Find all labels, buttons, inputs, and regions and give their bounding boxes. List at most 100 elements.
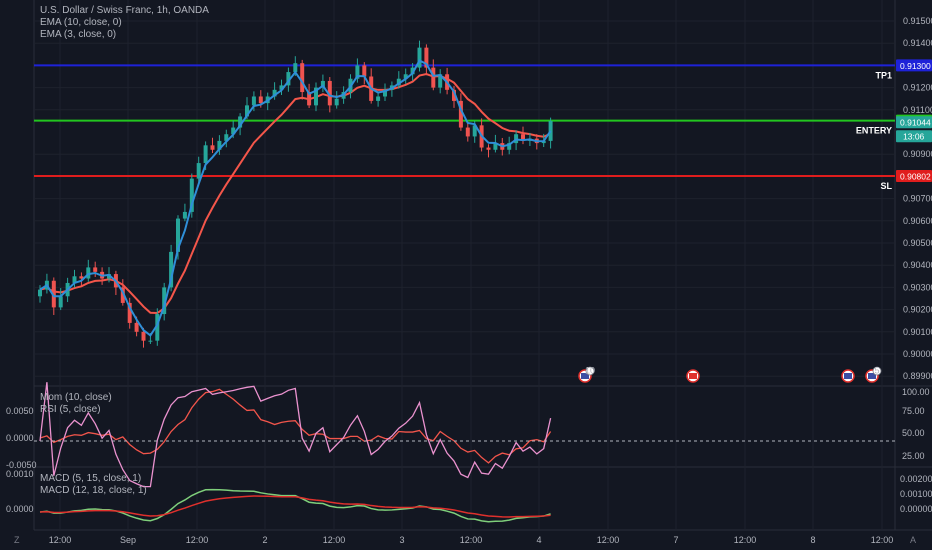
candle-body bbox=[431, 67, 436, 88]
mom-axis-label: -0.0050 bbox=[6, 460, 37, 470]
candle-body bbox=[258, 96, 263, 104]
time-tick-label: Sep bbox=[120, 535, 136, 545]
time-axis[interactable]: 12:00 Sep 12:00 2 12:00 3 12:00 4 12:00 7 12:00 8 12… bbox=[49, 535, 894, 545]
macd-fast-path bbox=[39, 488, 551, 523]
candle-body bbox=[355, 65, 360, 79]
candle-body bbox=[410, 67, 415, 75]
flag-fill bbox=[844, 373, 852, 379]
candle-body bbox=[51, 280, 56, 308]
mom-legend[interactable]: Mom (10, close) bbox=[40, 392, 112, 403]
countdown-value: 13:06 bbox=[903, 132, 925, 142]
candle-body bbox=[231, 127, 236, 135]
candle-body bbox=[189, 178, 194, 212]
rsi-axis-label: 75.00 bbox=[902, 406, 925, 416]
candle-body bbox=[141, 331, 146, 341]
candle-body bbox=[93, 267, 98, 272]
candle-body bbox=[438, 74, 443, 88]
time-tick-label: 4 bbox=[536, 535, 541, 545]
candle-body bbox=[217, 140, 222, 150]
event-us-flag-icon[interactable] bbox=[841, 369, 855, 383]
time-tick-label: 12:00 bbox=[871, 535, 894, 545]
candle-body bbox=[120, 287, 125, 303]
macd-right-axis-label: 0.00100 bbox=[900, 489, 932, 499]
macd-right-axis-label: 0.00000 bbox=[900, 504, 932, 514]
candle-body bbox=[107, 274, 111, 279]
level-label-tp1: TP1 bbox=[875, 70, 892, 80]
candle-body bbox=[424, 47, 429, 68]
macd-right-axis-label: 0.00200 bbox=[900, 474, 932, 484]
time-tick-label: 12:00 bbox=[49, 535, 72, 545]
candle-body bbox=[320, 80, 325, 88]
current-price-tag bbox=[896, 116, 932, 129]
symbol-title[interactable]: U.S. Dollar / Swiss Franc, 1h, OANDA bbox=[40, 5, 209, 16]
candle-body bbox=[176, 218, 180, 252]
ema10-line bbox=[39, 73, 551, 315]
candle-body bbox=[72, 276, 77, 283]
candle-body bbox=[196, 163, 201, 179]
flag-fill bbox=[689, 373, 697, 379]
macd-slow-path bbox=[39, 495, 551, 518]
candle-body bbox=[458, 100, 463, 128]
candle-body bbox=[162, 287, 167, 315]
event-badge-count: 10 bbox=[585, 366, 595, 376]
candle-body bbox=[169, 251, 174, 288]
momentum-path bbox=[39, 388, 552, 464]
candle-body bbox=[38, 289, 42, 297]
event-us-flag-icon[interactable]: 10 bbox=[578, 366, 595, 383]
mom-axis-label: 0.0050 bbox=[6, 406, 34, 416]
candle-body bbox=[334, 98, 339, 106]
event-badge bbox=[585, 366, 595, 376]
candle-body bbox=[286, 72, 291, 86]
candle-body bbox=[507, 143, 512, 150]
candle-body bbox=[465, 127, 470, 137]
time-tick-label: 12:00 bbox=[186, 535, 209, 545]
candle-body bbox=[362, 65, 367, 77]
macd1-legend[interactable]: MACD (5, 15, close, 1) bbox=[40, 473, 142, 484]
ema3-path bbox=[39, 59, 552, 337]
economic-events[interactable]: 10 5 bbox=[578, 366, 882, 383]
auto-scale-toggle[interactable]: A bbox=[910, 535, 917, 545]
macd-left-axis-label: 0.0000 bbox=[6, 504, 34, 514]
zoom-toggle[interactable]: Z bbox=[14, 535, 20, 545]
ema10-legend[interactable]: EMA (10, close, 0) bbox=[40, 17, 122, 28]
candle-body bbox=[279, 85, 284, 90]
level-price-value: 0.91300 bbox=[900, 61, 931, 71]
current-price-value: 0.91044 bbox=[900, 118, 931, 128]
candle-body bbox=[417, 47, 422, 68]
candle-body bbox=[300, 63, 305, 93]
level-lines: TP1 ENTERY SL bbox=[34, 64, 895, 191]
price-tick-label: 0.91100 bbox=[903, 105, 932, 115]
time-tick-label: 12:00 bbox=[597, 535, 620, 545]
flag-fill bbox=[868, 373, 876, 379]
candle-body bbox=[79, 276, 84, 279]
rsi-axis-label: 100.00 bbox=[902, 387, 930, 397]
candle-body bbox=[238, 116, 243, 128]
ema3-legend[interactable]: EMA (3, close, 0) bbox=[40, 29, 117, 40]
candle-body bbox=[472, 125, 477, 137]
time-tick-label: 12:00 bbox=[323, 535, 346, 545]
event-us-flag-icon[interactable]: 5 bbox=[865, 366, 882, 383]
candle-body bbox=[486, 147, 491, 150]
level-label-sl: SL bbox=[880, 181, 892, 191]
time-tick-label: 7 bbox=[673, 535, 678, 545]
candle-body bbox=[307, 92, 312, 106]
candle-body bbox=[210, 145, 215, 150]
time-tick-label: 2 bbox=[262, 535, 267, 545]
time-tick-label: 3 bbox=[399, 535, 404, 545]
candle-body bbox=[127, 302, 132, 323]
macd-left-axis-label: 0.0010 bbox=[6, 469, 34, 479]
event-ch-flag-icon[interactable] bbox=[686, 369, 700, 383]
macd2-legend[interactable]: MACD (12, 18, close, 1) bbox=[40, 485, 147, 496]
rsi-legend[interactable]: RSI (5, close) bbox=[40, 404, 101, 415]
